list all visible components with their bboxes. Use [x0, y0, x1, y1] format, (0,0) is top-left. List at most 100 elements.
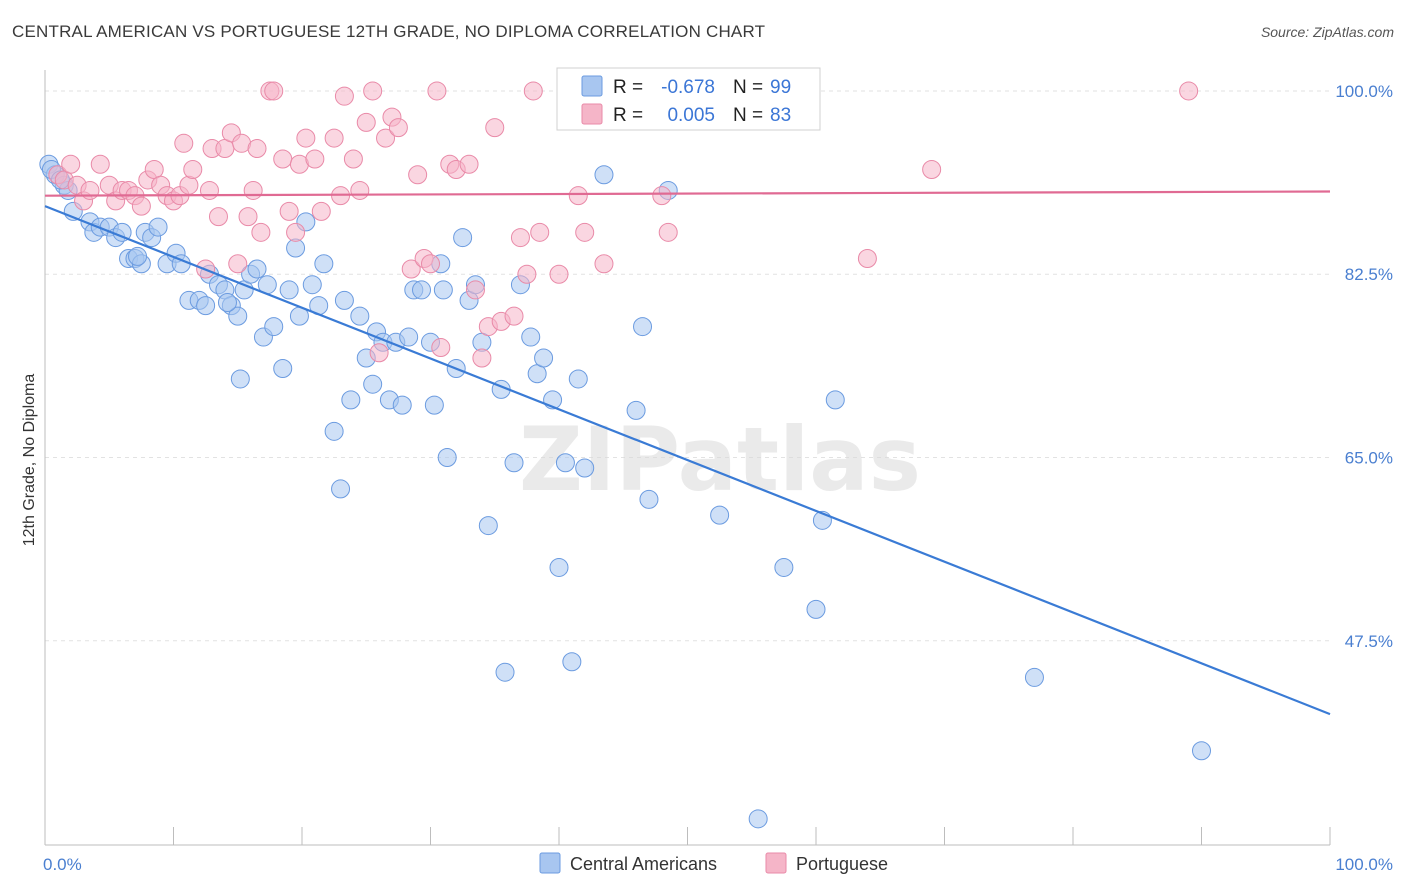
data-point — [279, 201, 299, 221]
data-point — [626, 400, 646, 420]
data-point — [238, 207, 258, 227]
data-point — [363, 81, 383, 101]
bottom-legend-label: Portuguese — [796, 854, 888, 874]
y-tick-label: 47.5% — [1345, 632, 1393, 651]
y-axis-label: 12th Grade, No Diploma — [21, 374, 38, 547]
data-point — [412, 280, 432, 300]
data-point — [459, 154, 479, 174]
data-point — [562, 652, 582, 672]
legend-swatch — [581, 75, 603, 97]
chart-title: CENTRAL AMERICAN VS PORTUGUESE 12TH GRAD… — [12, 22, 766, 41]
data-point — [534, 348, 554, 368]
data-point — [485, 118, 505, 138]
data-point — [399, 327, 419, 347]
data-point — [658, 222, 678, 242]
data-point — [433, 280, 453, 300]
data-point — [504, 453, 524, 473]
data-point — [369, 343, 389, 363]
data-point — [131, 196, 151, 216]
data-point — [296, 128, 316, 148]
data-point — [324, 128, 344, 148]
data-point — [517, 264, 537, 284]
y-tick-label: 82.5% — [1345, 265, 1393, 284]
data-point — [302, 275, 322, 295]
data-point — [825, 390, 845, 410]
data-point — [251, 222, 271, 242]
data-point — [148, 217, 168, 237]
bottom-legend-swatch — [539, 852, 561, 874]
data-point — [1024, 667, 1044, 687]
data-point — [314, 254, 334, 274]
legend-n-value: 99 — [770, 77, 791, 98]
data-point — [80, 180, 100, 200]
data-point — [401, 259, 421, 279]
data-point — [453, 228, 473, 248]
axes — [44, 70, 1331, 846]
data-point — [273, 358, 293, 378]
data-point — [228, 306, 248, 326]
data-point — [311, 201, 331, 221]
data-point — [363, 374, 383, 394]
data-point — [478, 516, 498, 536]
data-point — [334, 86, 354, 106]
legend-r-label: R = — [613, 77, 643, 98]
data-point — [356, 112, 376, 132]
data-point — [128, 246, 148, 266]
series-portuguese — [48, 81, 1199, 368]
data-point — [633, 317, 653, 337]
y-tick-label: 65.0% — [1345, 449, 1393, 468]
data-point — [857, 249, 877, 269]
data-point — [575, 222, 595, 242]
data-point — [350, 306, 370, 326]
data-point — [228, 254, 248, 274]
data-point — [652, 186, 672, 206]
data-point — [510, 228, 530, 248]
x-tick-label-right: 100.0% — [1335, 855, 1393, 874]
legend-n-label: N = — [733, 105, 763, 126]
data-point — [331, 479, 351, 499]
data-point — [247, 139, 267, 159]
data-point — [199, 180, 219, 200]
legend-r-value: 0.005 — [667, 105, 715, 126]
x-tick-labels: 0.0% 100.0% — [43, 855, 1393, 874]
data-point — [264, 81, 284, 101]
data-point — [521, 327, 541, 347]
data-point — [247, 259, 267, 279]
data-point — [183, 159, 203, 179]
data-point — [217, 293, 237, 312]
data-point — [264, 317, 284, 337]
data-point — [279, 280, 299, 300]
data-point — [568, 369, 588, 389]
data-point — [639, 489, 659, 509]
data-point — [196, 296, 216, 316]
legend-r-value: -0.678 — [661, 77, 715, 98]
data-point — [710, 505, 730, 525]
data-point — [324, 421, 344, 441]
data-point — [922, 159, 942, 179]
data-point — [806, 599, 826, 619]
data-point — [575, 458, 595, 478]
data-point — [90, 154, 110, 174]
legend-r-label: R = — [613, 105, 643, 126]
data-point — [549, 264, 569, 284]
data-point — [437, 448, 457, 467]
grid-lines — [45, 90, 1330, 642]
data-point — [549, 557, 569, 577]
data-point — [421, 254, 440, 274]
data-point — [504, 306, 524, 326]
data-point — [568, 186, 588, 206]
data-point — [495, 662, 515, 682]
data-point — [273, 149, 293, 169]
y-tick-labels: 100.0% 82.5% 65.0% 47.5% — [1335, 82, 1393, 651]
data-point — [286, 222, 306, 242]
data-point — [61, 154, 81, 174]
trend-line-portuguese — [44, 190, 1331, 197]
data-point — [465, 280, 485, 300]
data-point — [594, 254, 614, 274]
chart-source: Source: ZipAtlas.com — [1260, 24, 1394, 40]
legend-n-value: 83 — [770, 105, 791, 126]
data-point — [230, 369, 250, 389]
data-point — [523, 81, 543, 101]
x-tick-label-left: 0.0% — [43, 855, 82, 874]
